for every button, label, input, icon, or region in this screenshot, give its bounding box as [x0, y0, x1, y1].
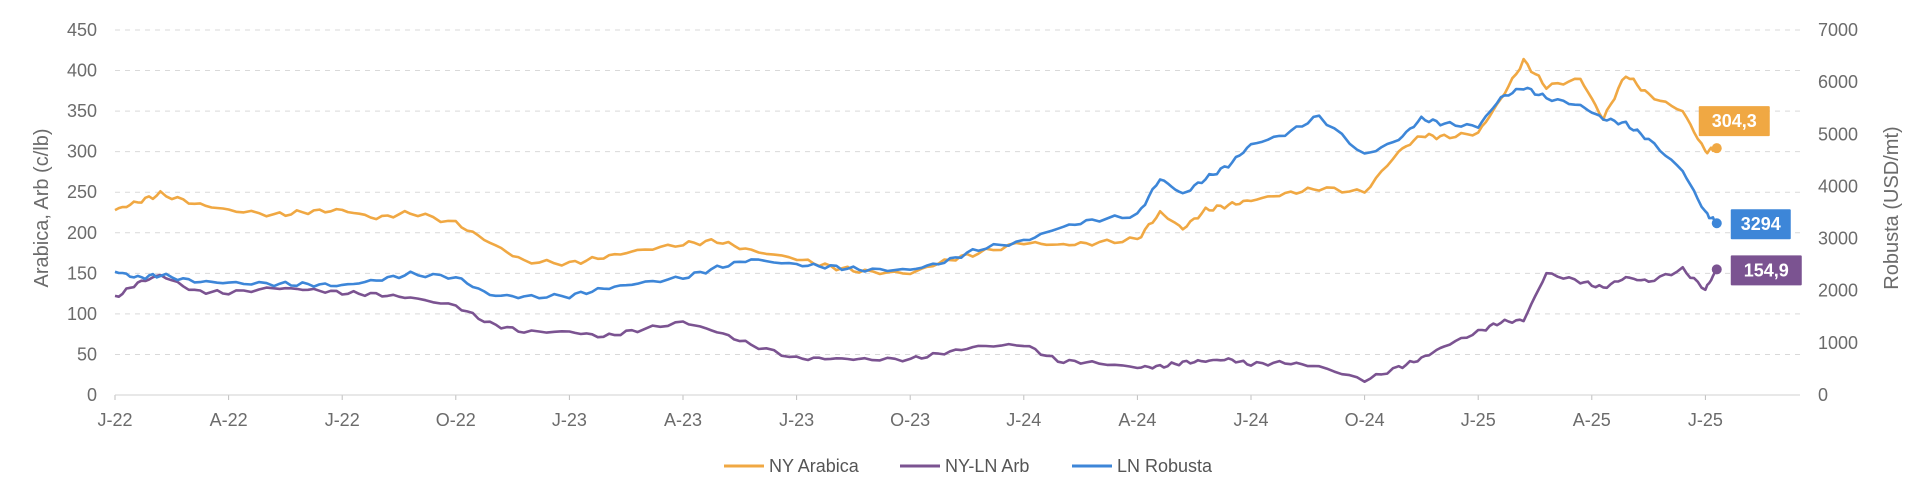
series-end-dot	[1711, 264, 1722, 275]
y-right-tick-label: 7000	[1818, 20, 1858, 40]
legend-label: LN Robusta	[1117, 456, 1213, 476]
y-left-tick-label: 300	[67, 142, 97, 162]
legend-label: NY Arabica	[769, 456, 860, 476]
y-right-tick-label: 0	[1818, 385, 1828, 405]
x-tick-label: O-24	[1345, 410, 1385, 430]
right-axis-ticks: 0 1000 2000 3000 4000 5000 6000 7000	[1818, 20, 1858, 405]
x-tick-label: J-25	[1688, 410, 1723, 430]
y-right-tick-label: 2000	[1818, 281, 1858, 301]
x-tick-label: A-25	[1573, 410, 1611, 430]
series-end-dot	[1711, 218, 1722, 229]
y-left-tick-label: 450	[67, 20, 97, 40]
x-tick-label: J-23	[552, 410, 587, 430]
series-end-label: 304,3	[1712, 111, 1757, 131]
y-left-tick-label: 150	[67, 263, 97, 283]
x-tick-label: J-22	[97, 410, 132, 430]
y-left-tick-label: 350	[67, 101, 97, 121]
y-left-tick-label: 200	[67, 223, 97, 243]
x-tick-label: J-25	[1461, 410, 1496, 430]
series-lines	[114, 57, 1718, 383]
legend: NY Arabica NY-LN Arb LN Robusta	[724, 456, 1213, 476]
x-tick-label: A-23	[664, 410, 702, 430]
y-left-tick-label: 0	[87, 385, 97, 405]
y-left-tick-label: 400	[67, 61, 97, 81]
y-right-tick-label: 6000	[1818, 72, 1858, 92]
series-end-label-box	[1730, 209, 1791, 240]
y-left-tick-label: 100	[67, 304, 97, 324]
left-axis-ticks: 0 50 100 150 200 250 300 350 400 450	[67, 20, 97, 405]
series-line	[114, 57, 1718, 276]
series-end-label: 154,9	[1744, 260, 1789, 280]
x-tick-label: J-24	[1006, 410, 1041, 430]
series-end-label-box	[1698, 106, 1770, 137]
x-tick-label: A-24	[1118, 410, 1156, 430]
legend-item-ln-robusta[interactable]: LN Robusta	[1072, 456, 1213, 476]
y-left-axis-title: Arabica, Arb (c/lb)	[31, 129, 53, 288]
series-end-dot	[1711, 143, 1722, 154]
x-axis-ticks: J-22 A-22 J-22 O-22 J-23 A-23 J-23 O-23 J-24 A-24…	[97, 395, 1723, 430]
y-right-tick-label: 4000	[1818, 176, 1858, 196]
legend-label: NY-LN Arb	[945, 456, 1029, 476]
legend-item-ny-ln-arb[interactable]: NY-LN Arb	[900, 456, 1029, 476]
x-tick-label: J-23	[779, 410, 814, 430]
series-end-label: 3294	[1741, 214, 1781, 234]
series-line	[114, 265, 1718, 383]
x-tick-label: O-22	[436, 410, 476, 430]
x-tick-label: J-24	[1233, 410, 1268, 430]
legend-item-ny-arabica[interactable]: NY Arabica	[724, 456, 860, 476]
y-right-tick-label: 1000	[1818, 333, 1858, 353]
series-end-label-box	[1730, 255, 1802, 286]
x-tick-label: O-23	[890, 410, 930, 430]
x-tick-label: A-22	[210, 410, 248, 430]
series-line	[114, 86, 1718, 300]
y-right-tick-label: 5000	[1818, 124, 1858, 144]
x-tick-label: J-22	[325, 410, 360, 430]
y-right-tick-label: 3000	[1818, 229, 1858, 249]
y-right-axis-title: Robusta (USD/mt)	[1881, 126, 1903, 289]
y-left-tick-label: 50	[77, 344, 97, 364]
gridlines	[115, 29, 1800, 355]
end-value-labels: 304,3 154,9 3294	[1698, 106, 1802, 286]
y-left-tick-label: 250	[67, 182, 97, 202]
